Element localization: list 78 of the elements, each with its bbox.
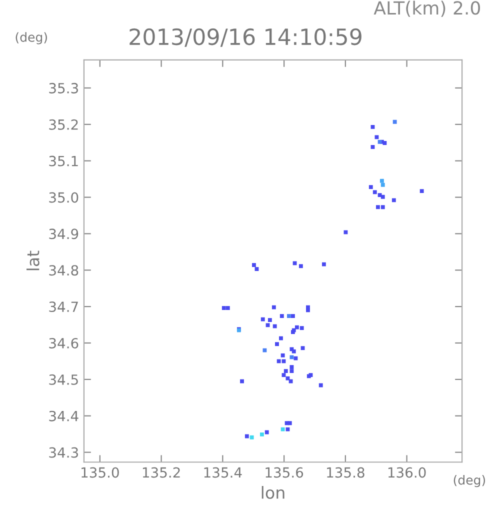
point — [286, 314, 291, 318]
point — [382, 141, 387, 145]
point — [372, 190, 377, 194]
point — [288, 379, 293, 384]
point — [260, 432, 264, 436]
y-tick-label: 34.5 — [49, 374, 78, 385]
point — [260, 317, 265, 322]
point — [244, 434, 249, 438]
point — [306, 308, 310, 312]
point — [268, 318, 272, 322]
point — [222, 306, 226, 310]
point — [272, 324, 277, 328]
x-tick-label: 135.0 — [82, 467, 119, 478]
point — [318, 383, 323, 388]
point — [282, 359, 286, 364]
point — [282, 373, 286, 378]
point — [300, 346, 305, 350]
point — [252, 263, 256, 267]
point — [254, 267, 259, 271]
point — [280, 314, 284, 318]
point — [250, 435, 254, 440]
point — [370, 145, 375, 149]
point — [374, 135, 379, 140]
text: (deg) — [454, 475, 486, 488]
point — [264, 430, 269, 434]
y-tick-label: 34.7 — [49, 302, 78, 312]
y-tick-label: 34.6 — [49, 338, 78, 348]
point — [376, 205, 380, 210]
point — [284, 369, 288, 374]
y-tick-label: 35.3 — [49, 82, 78, 94]
y-tick-label: 34.3 — [49, 447, 78, 458]
y-tick-label: 34.9 — [49, 228, 78, 240]
x-tick-label: 135.8 — [327, 467, 364, 478]
point — [392, 198, 396, 202]
x-tick-label: 135.4 — [204, 467, 242, 478]
y-tick-label: 35.1 — [49, 156, 78, 166]
point — [290, 369, 294, 374]
point — [280, 353, 285, 358]
point — [380, 182, 385, 187]
point — [292, 261, 297, 266]
point — [276, 359, 281, 364]
point — [266, 323, 270, 328]
point — [290, 365, 294, 370]
y-tick-label: 34.8 — [49, 265, 78, 276]
y-tick-label: 34.4 — [49, 410, 78, 422]
x-tick-label: 135.6 — [266, 467, 304, 478]
point — [380, 178, 384, 183]
point — [286, 427, 290, 432]
point — [288, 421, 292, 426]
point — [294, 356, 298, 360]
y-axis-title: lat — [26, 250, 40, 270]
point — [275, 342, 279, 346]
chart-subtitle: ALT(km) 2.0 — [374, 0, 480, 17]
point — [226, 306, 230, 310]
point — [322, 262, 326, 266]
point — [380, 194, 385, 199]
point — [380, 205, 385, 210]
point — [280, 427, 285, 432]
point — [290, 355, 294, 360]
point — [370, 124, 375, 129]
point — [392, 120, 397, 124]
point — [368, 185, 373, 190]
point — [279, 336, 283, 340]
point — [294, 325, 299, 330]
chart-title: 2013/09/16 14:10:59 — [130, 28, 362, 47]
x-axis-title: lon — [262, 486, 284, 499]
x-tick-label: 136.0 — [388, 467, 426, 478]
point — [290, 314, 295, 318]
point — [298, 264, 303, 268]
point — [300, 326, 304, 330]
x-tick-label: 135.2 — [142, 467, 180, 478]
point — [240, 379, 244, 384]
text: (deg) — [16, 32, 47, 44]
y-tick-label: 35.0 — [49, 192, 78, 203]
point — [262, 348, 267, 352]
point — [272, 305, 276, 310]
y-tick-label: 35.2 — [49, 119, 78, 130]
point — [420, 189, 424, 194]
